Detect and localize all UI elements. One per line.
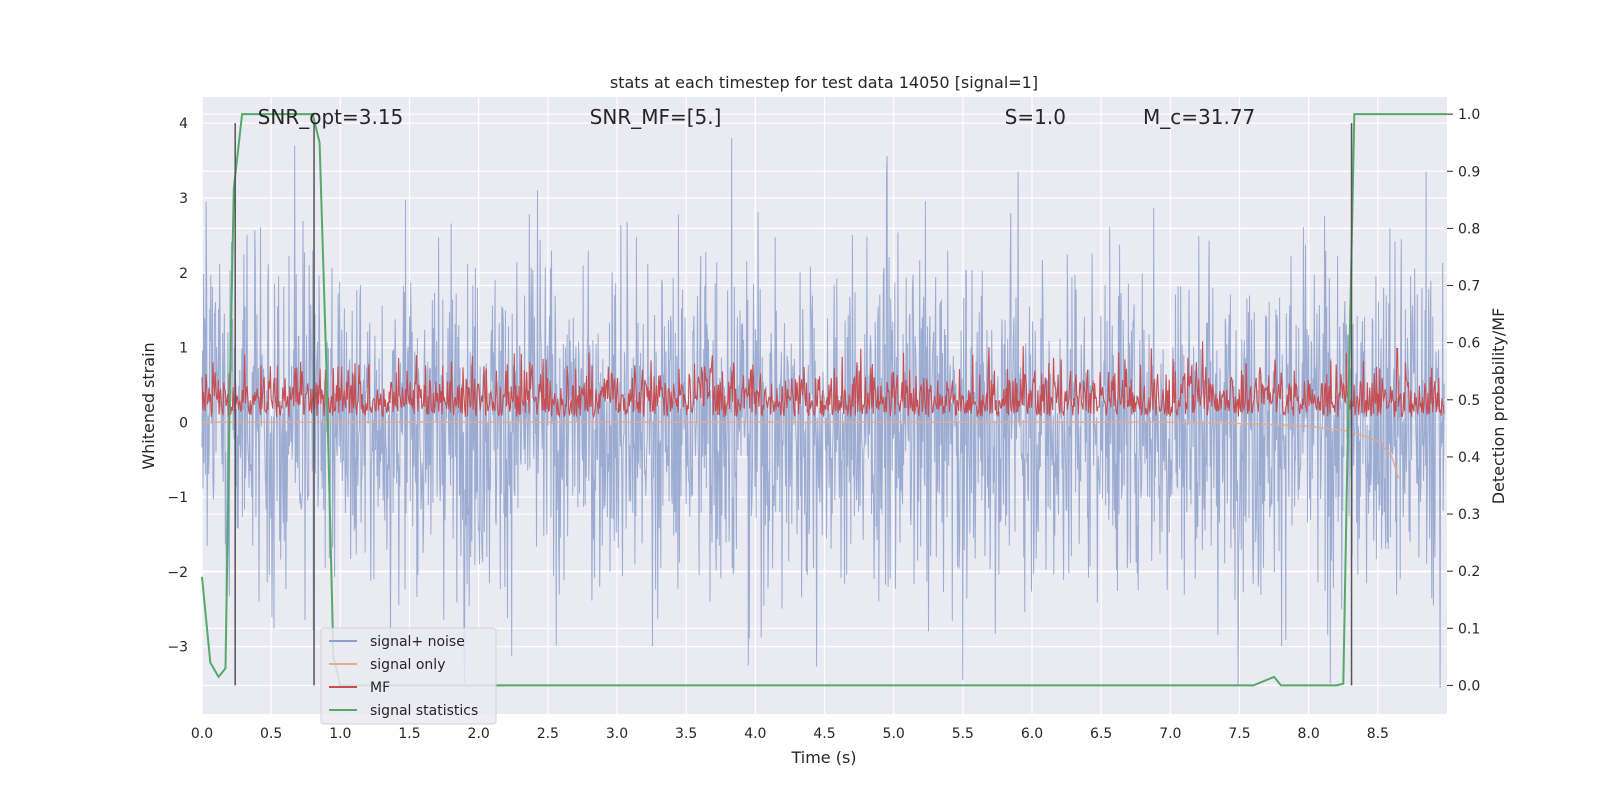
x-axis-label: Time (s) [790,748,856,767]
x-tick-label: 2.0 [468,726,490,742]
legend-label-mf: MF [370,680,390,696]
annotation-text: SNR_MF=[5.] [590,105,722,129]
y-right-tick-label: 0.6 [1458,336,1480,352]
x-tick-label: 6.5 [1090,726,1112,742]
series-signal-only [202,421,1400,479]
x-tick-label: 6.0 [1021,726,1043,742]
x-tick-label: 0.5 [260,726,282,742]
legend-box [320,627,497,725]
x-tick-label: 2.5 [537,726,559,742]
y-axis-label-left: Whitened strain [139,342,158,469]
legend-label-signal-statistics: signal statistics [370,703,478,719]
y-left-tick-label: 3 [179,191,188,207]
legend: signal+ noise signal only MF signal stat… [320,627,497,725]
y-right-tick-label: 0.0 [1458,678,1480,694]
y-right-tick-label: 0.9 [1458,164,1480,180]
legend-label-signal-noise: signal+ noise [370,634,465,650]
annotation-text: S=1.0 [1005,105,1066,129]
y-right-tick-label: 1.0 [1458,107,1480,123]
y-left-tick-label: −3 [167,640,188,656]
x-tick-label: 1.5 [398,726,420,742]
x-tick-label: 5.0 [883,726,905,742]
x-tick-label: 8.5 [1367,726,1389,742]
series-signal-statistics [201,113,1447,687]
y-right-tick-label: 0.8 [1458,221,1480,237]
vertical-markers [234,123,1353,686]
series-layer [201,113,1447,688]
series-mf [201,341,1445,419]
ticks: 0.0 0.5 1.0 1.5 2.0 2.5 3.0 3.5 4.0 4.5 5.0 5.5 6.0 6… [167,107,1480,742]
y-left-tick-label: 0 [179,415,188,431]
y-left-tick-label: −1 [167,490,188,506]
x-tick-label: 7.5 [1228,726,1250,742]
y-left-tick-label: −2 [167,565,188,581]
annotation-text: SNR_opt=3.15 [258,105,404,129]
y-left-tick-label: 2 [179,266,188,282]
series-signal-noise [201,138,1445,688]
x-tick-label: 7.0 [1159,726,1181,742]
x-tick-label: 3.5 [675,726,697,742]
legend-label-signal-only: signal only [370,657,445,673]
annotation-text: M_c=31.77 [1143,105,1255,129]
x-tick-label: 0.0 [191,726,213,742]
x-tick-label: 4.0 [744,726,766,742]
x-tick-label: 1.0 [329,726,351,742]
x-tick-label: 8.0 [1298,726,1320,742]
y-left-tick-label: 4 [179,116,188,132]
y-right-tick-label: 0.2 [1458,564,1480,580]
x-tick-label: 3.0 [606,726,628,742]
x-tick-label: 4.5 [813,726,835,742]
y-left-tick-label: 1 [179,341,188,357]
x-tick-label: 5.5 [952,726,974,742]
y-axis-label-right: Detection probability/MF [1489,308,1508,505]
y-right-tick-label: 0.1 [1458,621,1480,637]
y-right-tick-label: 0.5 [1458,393,1480,409]
y-right-tick-label: 0.4 [1458,450,1480,466]
annotations: SNR_opt=3.15 SNR_MF=[5.] S=1.0 M_c=31.77 [258,105,1256,129]
chart-title: stats at each timestep for test data 140… [610,73,1038,92]
y-right-tick-label: 0.7 [1458,279,1480,295]
y-right-tick-label: 0.3 [1458,507,1480,523]
